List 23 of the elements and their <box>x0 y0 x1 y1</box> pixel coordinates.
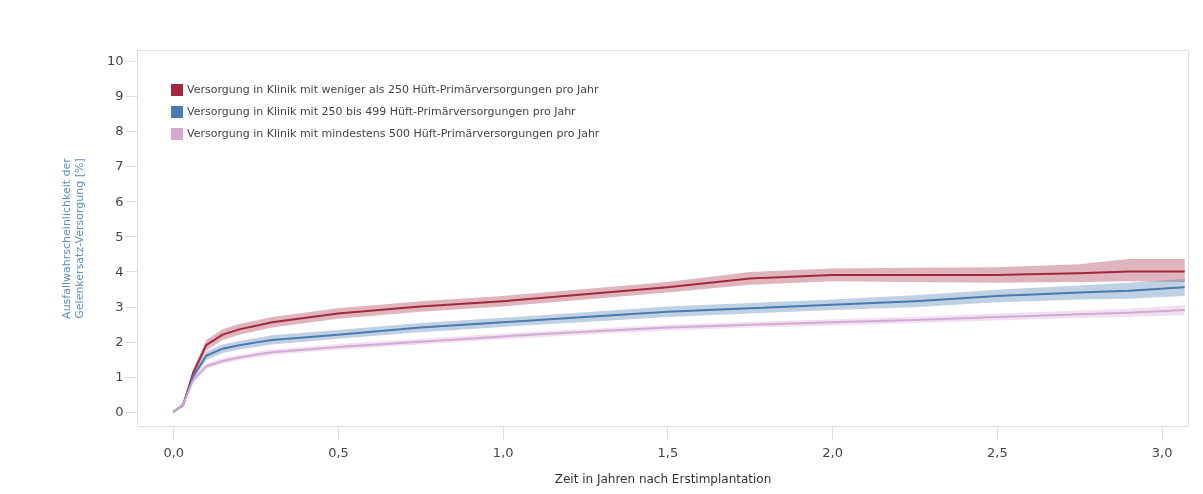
y-tick-label: 10 <box>106 53 124 69</box>
y-tick-label: 1 <box>115 369 124 385</box>
x-tick-label: 0,0 <box>163 444 185 460</box>
y-tick-label: 7 <box>115 158 124 174</box>
x-tick-label: 2,5 <box>987 444 1008 460</box>
y-tick-label: 2 <box>115 334 124 350</box>
legend-label: Versorgung in Klinik mit 250 bis 499 Hüft-Primärversorgungen pro Jahr <box>187 105 577 118</box>
x-axis-title: Zeit in Jahren nach Erstimplantation <box>554 471 772 486</box>
y-tick-label: 6 <box>115 193 124 209</box>
x-tick-label: 2,0 <box>822 444 844 460</box>
y-tick-label: 5 <box>115 228 124 244</box>
y-tick-label: 3 <box>115 299 124 315</box>
x-tick-label: 0,5 <box>328 444 349 460</box>
legend-label: Versorgung in Klinik mit mindestens 500 Hüft-Primärversorgungen pro Jahr <box>187 127 600 140</box>
y-tick-label: 0 <box>115 404 124 420</box>
x-tick-label: 1,0 <box>492 444 514 460</box>
x-tick-label: 1,5 <box>657 444 679 460</box>
y-tick-label: 4 <box>115 263 124 279</box>
x-tick-label: 3,0 <box>1151 444 1173 460</box>
y-tick-label: 9 <box>115 88 124 104</box>
y-axis-title: Ausfallwahrscheinlichkeit der Gelenkersatz-Versorgung [%] <box>59 157 86 319</box>
y-tick-label: 8 <box>115 123 124 139</box>
legend-label: Versorgung in Klinik mit weniger als 250 Hüft-Primärversorgungen pro Jahr <box>187 83 599 96</box>
